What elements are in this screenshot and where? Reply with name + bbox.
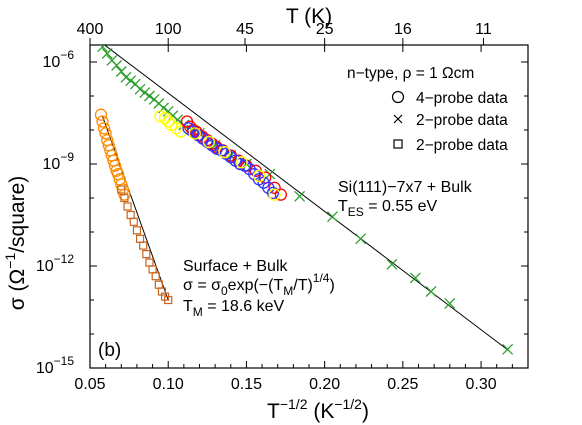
y-tick-label: 10−9: [43, 150, 75, 173]
data-point-circle: [94, 108, 108, 121]
data-point-square: [142, 250, 151, 259]
data-point-circle: [268, 188, 281, 201]
data-point-x: [115, 66, 127, 77]
fit-line: [103, 45, 510, 352]
legend: n−type, ρ = 1 Ωcm 4−probe data 2−probe d…: [347, 65, 508, 154]
data-point-x: [97, 45, 108, 53]
data-point-square: [145, 258, 154, 267]
x-tick-label: 0.25: [387, 376, 418, 393]
legend-square-marker: [393, 139, 403, 149]
annotation-surface-bulk: Surface + Bulk: [183, 258, 289, 275]
legend-x-marker: [393, 114, 403, 124]
data-point-x: [125, 75, 137, 87]
top-tick-label: 11: [475, 21, 492, 38]
data-point-x: [294, 190, 306, 202]
data-point-square: [151, 272, 160, 281]
top-tick-label: 25: [316, 21, 334, 38]
top-tick-label: 16: [394, 21, 412, 38]
data-point-x: [355, 233, 367, 245]
data-point-x: [139, 87, 151, 99]
y-axis-title-pre: σ (Ω: [6, 269, 29, 311]
legend-entry-2probe-x: 2−probe data: [416, 112, 508, 129]
data-point-x: [143, 90, 155, 102]
x-tick-label: 0.10: [153, 376, 184, 393]
data-point-circle: [174, 125, 187, 138]
data-point-square: [148, 265, 157, 274]
annotation-tes-var: T: [338, 198, 348, 215]
data-point-square: [154, 280, 163, 289]
x-axis-title-unit-exp: −1/2: [334, 396, 362, 412]
top-tick-label: 100: [155, 21, 182, 38]
legend-entry-4probe: 4−probe data: [416, 90, 508, 107]
x-axis-title-var-exp: −1/2: [280, 396, 308, 412]
data-point-square: [139, 241, 148, 250]
data-point-x: [101, 48, 113, 59]
legend-title: n−type, ρ = 1 Ωcm: [347, 65, 474, 82]
data-point-x: [502, 343, 514, 355]
data-point-square: [123, 202, 132, 211]
data-point-x: [444, 297, 456, 309]
top-axis-title: T (K): [286, 5, 332, 28]
data-point-square: [129, 217, 138, 226]
data-point-circle: [235, 156, 248, 169]
data-point-circle: [97, 122, 111, 135]
data-point-square: [117, 185, 126, 194]
annotation-tm: TM = 18.6 keV: [183, 298, 285, 319]
y-axis-title: σ (Ω−1/square): [2, 176, 29, 311]
panel-label: (b): [98, 340, 121, 361]
data-point-x: [134, 83, 146, 95]
data-point-circle: [274, 188, 287, 201]
x-axis-title-var: T: [267, 400, 280, 423]
data-point-square: [126, 210, 135, 220]
data-point-square: [132, 226, 142, 235]
data-point-circle: [162, 115, 175, 128]
annotation-tes: TES = 0.55 eV: [338, 198, 438, 219]
x-tick-label: 0.15: [231, 376, 262, 393]
data-point-x: [386, 258, 398, 270]
data-point-circle: [266, 186, 280, 200]
data-point-x: [327, 211, 338, 223]
y-tick-label: 10−6: [43, 48, 75, 71]
data-point-x: [120, 71, 132, 83]
data-point-circle: [188, 127, 201, 140]
annotation-si111-bulk: Si(111)−7x7 + Bulk: [338, 179, 473, 196]
data-point-x: [425, 286, 437, 297]
data-point-x: [409, 272, 421, 284]
top-tick-label: 45: [236, 21, 254, 38]
annotation-tes-value: = 0.55 eV: [364, 198, 438, 215]
y-axis-title-exp: −1: [2, 253, 18, 269]
x-axis-title-unit-close: ): [362, 400, 369, 423]
data-markers: [94, 45, 514, 355]
x-tick-label: 0.20: [309, 376, 340, 393]
x-tick-label: 0.30: [466, 376, 497, 393]
data-point-circle: [218, 145, 231, 159]
data-point-square: [120, 193, 129, 203]
data-point-circle: [268, 181, 281, 194]
data-point-circle: [158, 111, 172, 125]
data-point-x: [111, 59, 123, 71]
data-point-circle: [108, 159, 122, 172]
axis-ticks: 0.05 0.10 0.15 0.20 0.25 0.30 400 100 45 25 16 11 10…: [36, 21, 528, 393]
data-point-circle: [99, 127, 112, 140]
y-tick-label: 10−15: [36, 354, 74, 377]
data-point-square: [135, 234, 145, 243]
data-point-circle: [96, 115, 109, 128]
data-point-square: [164, 295, 173, 305]
y-tick-label: 10−12: [36, 252, 74, 275]
x-axis-title-unit: (K: [313, 400, 334, 423]
legend-entry-2probe-square: 2−probe data: [416, 137, 508, 154]
y-axis-title-post: /square): [6, 176, 29, 253]
data-point-circle: [252, 169, 266, 183]
data-point-circle: [202, 135, 216, 149]
top-tick-label: 400: [77, 21, 104, 38]
legend-circle-marker: [391, 90, 405, 104]
annotation-formula: σ = σ0exp(−(TM/T)1/4): [183, 271, 335, 298]
x-tick-label: 0.05: [74, 376, 105, 393]
annotation-tes-sub: ES: [348, 205, 364, 219]
x-axis-title: T−1/2 (K−1/2): [267, 396, 369, 423]
